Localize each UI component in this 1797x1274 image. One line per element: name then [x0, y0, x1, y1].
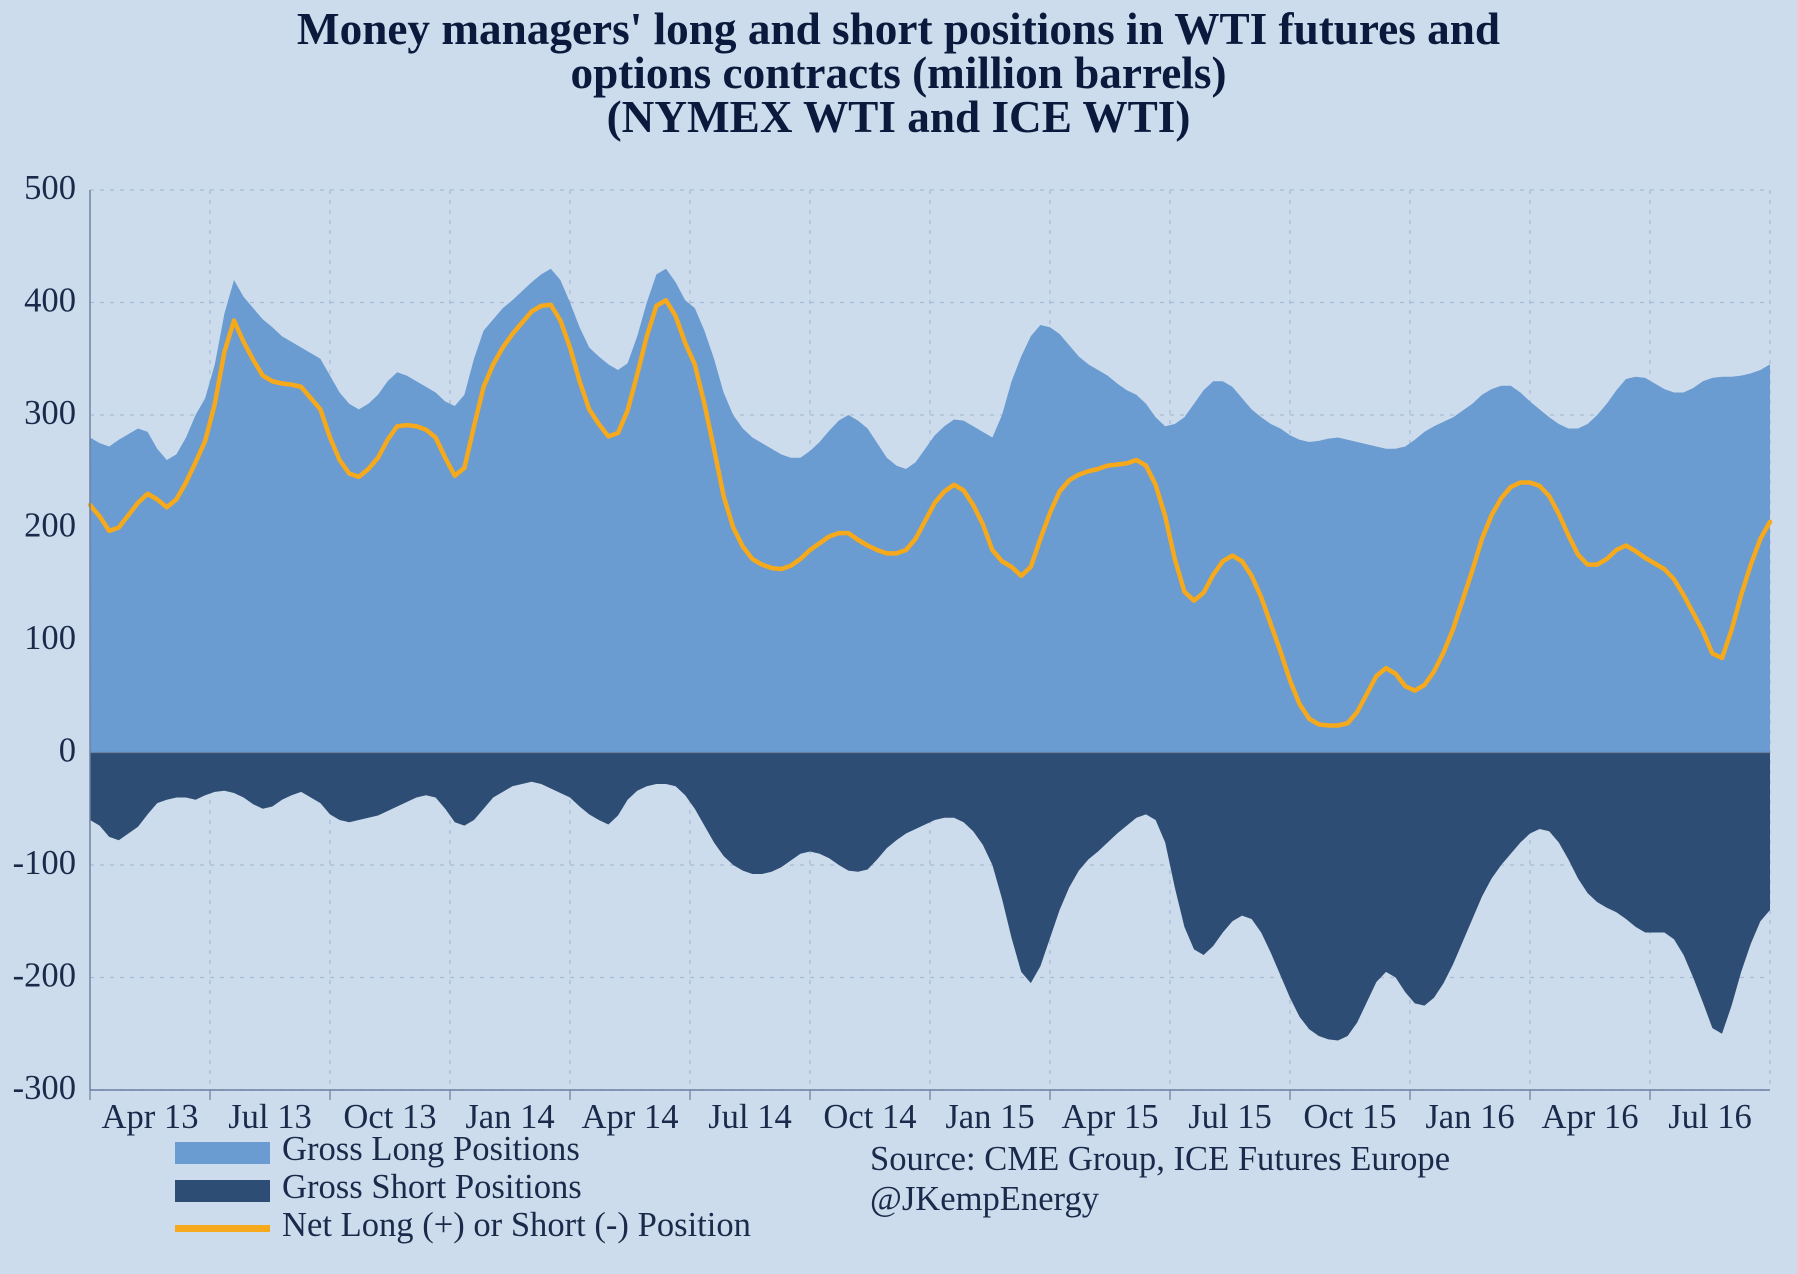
x-tick-label: Jul 14: [708, 1098, 792, 1136]
legend-label-short: Gross Short Positions: [282, 1168, 582, 1206]
chart-title-line: Money managers' long and short positions…: [297, 4, 1500, 54]
chart-root: Money managers' long and short positions…: [0, 0, 1797, 1274]
x-tick-label: Apr 13: [102, 1098, 199, 1136]
legend-label-net: Net Long (+) or Short (-) Position: [282, 1206, 751, 1244]
x-tick-label: Jan 15: [945, 1098, 1034, 1136]
y-tick-label: -200: [13, 957, 76, 995]
y-tick-label: 500: [24, 169, 76, 207]
x-tick-label: Apr 16: [1542, 1098, 1639, 1136]
y-tick-label: 0: [59, 732, 76, 770]
legend-swatch-net: [175, 1225, 270, 1232]
x-tick-label: Oct 15: [1303, 1098, 1396, 1136]
y-tick-label: 100: [24, 619, 76, 657]
y-tick-label: 200: [24, 507, 76, 545]
x-tick-label: Apr 15: [1062, 1098, 1159, 1136]
y-tick-label: -100: [13, 844, 76, 882]
chart-title-line: options contracts (million barrels): [570, 48, 1226, 98]
chart-title-line: (NYMEX WTI and ICE WTI): [607, 92, 1191, 142]
chart-svg: Money managers' long and short positions…: [0, 0, 1797, 1274]
legend-label-long: Gross Long Positions: [282, 1130, 580, 1168]
x-tick-label: Oct 14: [823, 1098, 916, 1136]
legend-swatch-long: [175, 1142, 270, 1164]
source-line: @JKempEnergy: [870, 1180, 1100, 1218]
x-tick-label: Jul 16: [1668, 1098, 1752, 1136]
x-tick-label: Jan 16: [1425, 1098, 1514, 1136]
x-tick-label: Jul 15: [1188, 1098, 1272, 1136]
legend-swatch-short: [175, 1180, 270, 1202]
x-tick-label: Apr 14: [582, 1098, 679, 1136]
source-line: Source: CME Group, ICE Futures Europe: [870, 1140, 1450, 1178]
y-tick-label: -300: [13, 1069, 76, 1107]
y-tick-label: 300: [24, 394, 76, 432]
y-tick-label: 400: [24, 282, 76, 320]
